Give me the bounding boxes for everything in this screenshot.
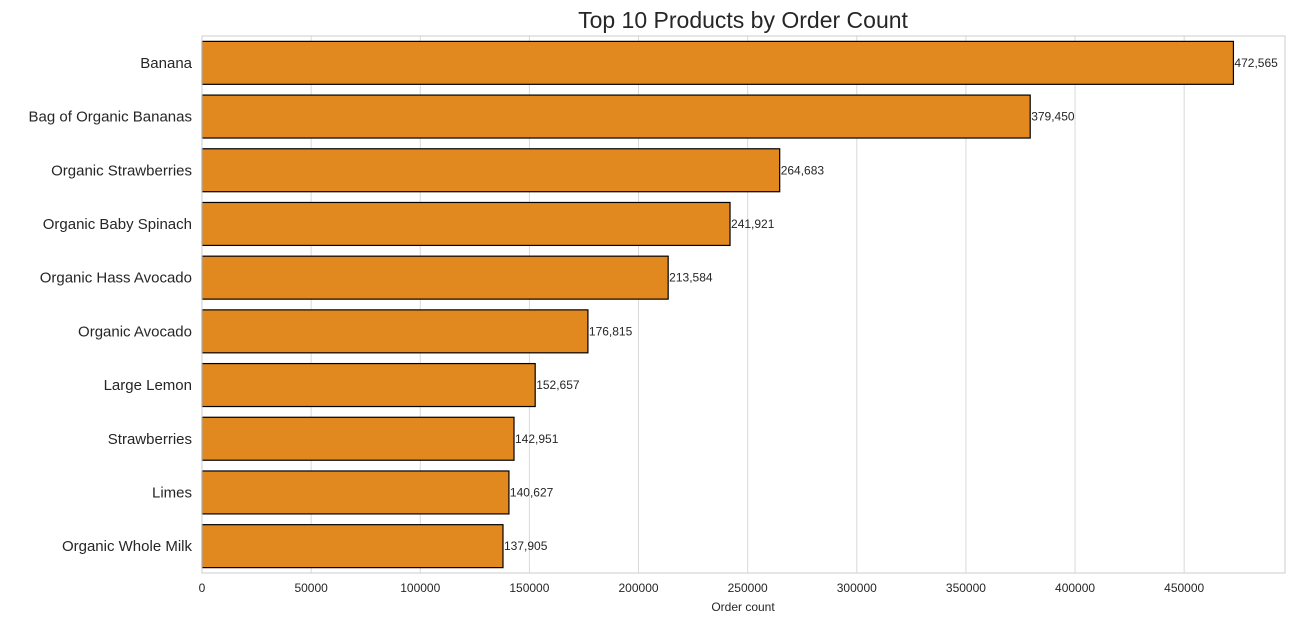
category-label: Strawberries [108, 431, 192, 448]
category-label: Organic Hass Avocado [40, 270, 192, 287]
data-label: 140,627 [510, 485, 554, 499]
x-tick-label: 400000 [1055, 581, 1095, 595]
category-label: Organic Whole Milk [62, 538, 193, 555]
bar [201, 309, 589, 354]
category-label: Organic Baby Spinach [43, 216, 192, 233]
bar [201, 470, 510, 515]
data-label: 241,921 [731, 217, 775, 231]
category-label: Banana [140, 55, 192, 72]
chart-title: Top 10 Products by Order Count [578, 7, 908, 33]
bar [201, 524, 504, 569]
bar [201, 94, 1031, 139]
category-label: Bag of Organic Bananas [29, 109, 192, 126]
data-label: 213,584 [669, 271, 713, 285]
plot-frame [201, 35, 1286, 574]
data-label: 379,450 [1031, 110, 1075, 124]
bar [201, 148, 781, 193]
data-label: 264,683 [781, 163, 825, 177]
bar [201, 416, 515, 461]
bars [201, 40, 1235, 569]
x-tick-label: 0 [199, 581, 206, 595]
category-label: Large Lemon [104, 377, 192, 394]
x-axis-label: Order count [711, 600, 775, 614]
data-label: 142,951 [515, 432, 559, 446]
bar [201, 255, 669, 300]
bar [201, 201, 731, 247]
bar [201, 40, 1235, 85]
bar [201, 362, 536, 408]
data-label: 152,657 [536, 378, 580, 392]
category-label: Organic Avocado [78, 323, 192, 340]
category-label: Limes [152, 484, 192, 501]
x-tick-label: 100000 [400, 581, 440, 595]
data-labels: 472,565 379,450 264,683 241,921 213,584 176,8… [504, 56, 1278, 553]
data-label: 137,905 [504, 539, 548, 553]
x-tick-label: 150000 [509, 581, 549, 595]
category-labels: Banana Bag of Organic Bananas Organic Stra… [29, 55, 193, 555]
data-label: 472,565 [1234, 56, 1278, 70]
x-tick-label: 200000 [619, 581, 659, 595]
category-label: Organic Strawberries [51, 162, 192, 179]
data-label: 176,815 [589, 324, 633, 338]
x-tick-label: 450000 [1164, 581, 1204, 595]
x-tick-label: 50000 [294, 581, 328, 595]
x-tick-label: 350000 [946, 581, 986, 595]
x-tick-label: 300000 [837, 581, 877, 595]
x-tick-labels: 0 50000 100000 150000 200000 250000 300000 3500… [199, 581, 1205, 595]
x-tick-label: 250000 [728, 581, 768, 595]
